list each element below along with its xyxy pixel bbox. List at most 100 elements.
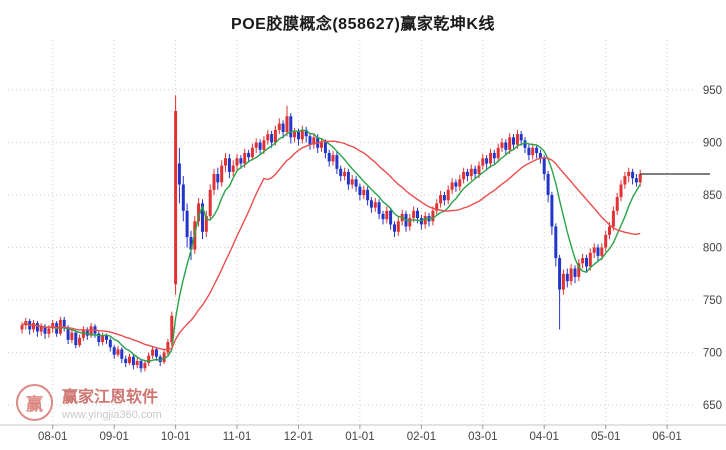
x-axis-ticks [52,425,668,429]
candle [323,139,327,159]
candle [331,150,335,166]
candle [538,149,542,164]
candle [381,210,385,225]
brand-logo-char: 赢 [26,394,43,414]
candle [285,105,289,137]
candle [308,133,312,150]
candle [20,322,24,334]
candle [354,176,358,192]
candle [216,167,220,190]
candle [166,338,170,356]
candle [450,178,454,194]
candle [377,199,381,220]
x-axis-label: 08-01 [38,431,67,443]
candle [120,347,124,363]
y-axis-label: 800 [703,243,722,255]
candle [592,243,596,258]
y-axis-label: 700 [703,348,722,360]
candle [465,168,469,182]
candle [28,318,32,335]
candle [492,149,496,164]
candle [385,206,389,224]
candle [162,349,166,365]
candle [108,337,112,352]
candle [312,133,316,149]
candle [135,357,139,369]
candle [320,138,323,152]
chart-title: POE胶膜概念(858627)赢家乾坤K线 [231,16,495,33]
candle [300,125,304,144]
candle [627,167,631,183]
candle [101,332,105,346]
candle [281,120,285,139]
y-axis-label: 650 [703,400,722,412]
y-axis-label: 850 [703,190,722,202]
candle [419,214,423,230]
candle [531,143,535,160]
candle [346,168,350,190]
candle [204,210,208,237]
candle [489,148,492,168]
y-axis-label: 750 [703,295,722,307]
x-axis-label: 03-01 [468,431,497,443]
candle [250,143,254,161]
candle [508,133,512,154]
candle [289,113,293,144]
candle [454,179,458,192]
x-axis-label: 12-01 [284,431,313,443]
candle [542,155,546,181]
candle [512,134,515,150]
candle [634,174,638,187]
candle [523,137,527,153]
candle [39,323,43,336]
candle [174,95,178,295]
candle [485,155,489,169]
y-axis-labels: 650 700 750 800 850 900 950 [703,85,722,412]
candle [431,206,435,226]
candle [473,165,477,180]
x-axis-label: 11-01 [223,431,252,443]
brand-url: www.yingjia360.com [62,409,162,421]
ma-line-slow [21,140,641,351]
candle [170,311,174,347]
candle [535,144,539,159]
candle [362,185,366,200]
ma-line-fast [21,129,641,363]
candle [177,147,181,204]
candle [462,167,466,184]
x-axis-label: 01-01 [345,431,374,443]
candle [393,221,396,237]
x-axis-label: 02-01 [407,431,436,443]
candle [600,243,604,261]
candles-layer [20,95,642,373]
candle [35,321,39,337]
candle [435,199,439,215]
candle [335,151,339,174]
candle [327,149,331,167]
candle [220,160,224,187]
candle [373,198,377,212]
candle [97,331,101,347]
candle [558,254,562,330]
candle [128,353,131,366]
candle [339,165,343,182]
watermark: 赢 赢家江恩软件 www.yingjia360.com [16,383,162,421]
candle [154,347,158,361]
grid-lines [8,40,694,425]
candle [396,217,400,236]
candle [181,176,185,222]
y-axis-label: 900 [703,138,722,150]
candle [212,168,216,195]
candle [231,160,235,177]
candle [277,118,281,135]
candle [116,346,120,357]
candle [366,186,370,206]
candle [389,207,393,230]
candle [350,175,354,189]
candle [151,346,155,359]
candle [585,254,588,273]
candle [62,316,66,332]
watermark-text: 赢家江恩软件 www.yingjia360.com [62,383,162,421]
